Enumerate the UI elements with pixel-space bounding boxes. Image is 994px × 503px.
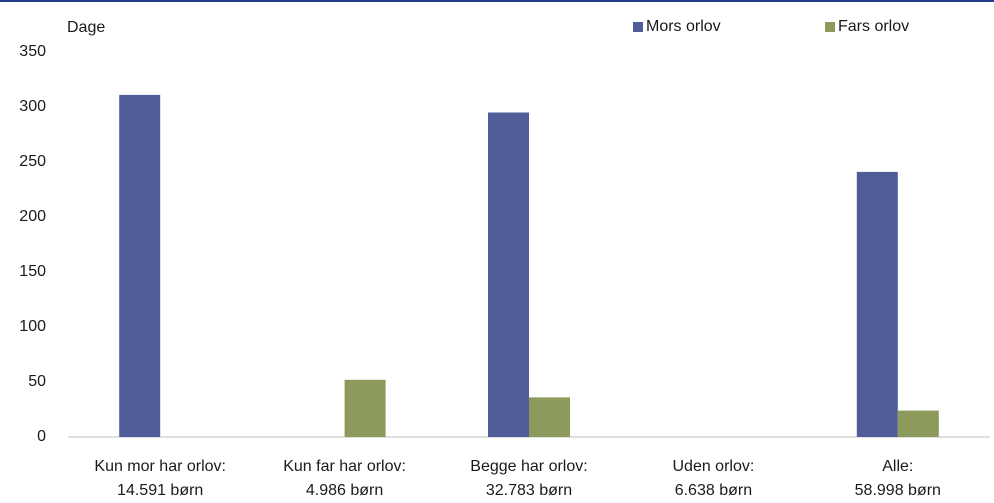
legend-swatch [825,22,835,32]
y-axis-label: Dage [67,19,105,36]
y-tick-label: 0 [37,428,46,445]
y-tick-label: 100 [19,318,46,335]
x-tick-label: Uden orlov: [672,458,754,475]
legend-swatch [633,22,643,32]
bar [529,397,570,437]
bar [344,379,386,437]
y-tick-label: 150 [19,263,46,280]
x-tick-label: 32.783 børn [486,482,572,499]
x-tick-label: Kun mor har orlov: [94,458,226,475]
legend-label: Fars orlov [838,18,909,35]
x-tick-label: Alle: [882,458,913,475]
x-tick-label: Begge har orlov: [470,458,587,475]
y-tick-label: 250 [19,153,46,170]
y-tick-label: 200 [19,208,46,225]
bar [119,94,161,438]
bar [897,410,939,437]
bar [856,171,898,437]
legend-label: Mors orlov [646,18,721,35]
y-tick-label: 350 [19,43,46,60]
top-rule [0,0,994,2]
y-tick-label: 300 [19,98,46,115]
x-tick-label: 14.591 børn [117,482,203,499]
bar [488,112,529,437]
y-tick-label: 50 [28,373,46,390]
x-tick-label: 58.998 børn [855,482,941,499]
x-tick-label: 4.986 børn [306,482,383,499]
x-tick-label: Kun far har orlov: [283,458,406,475]
x-tick-label: 6.638 børn [675,482,752,499]
